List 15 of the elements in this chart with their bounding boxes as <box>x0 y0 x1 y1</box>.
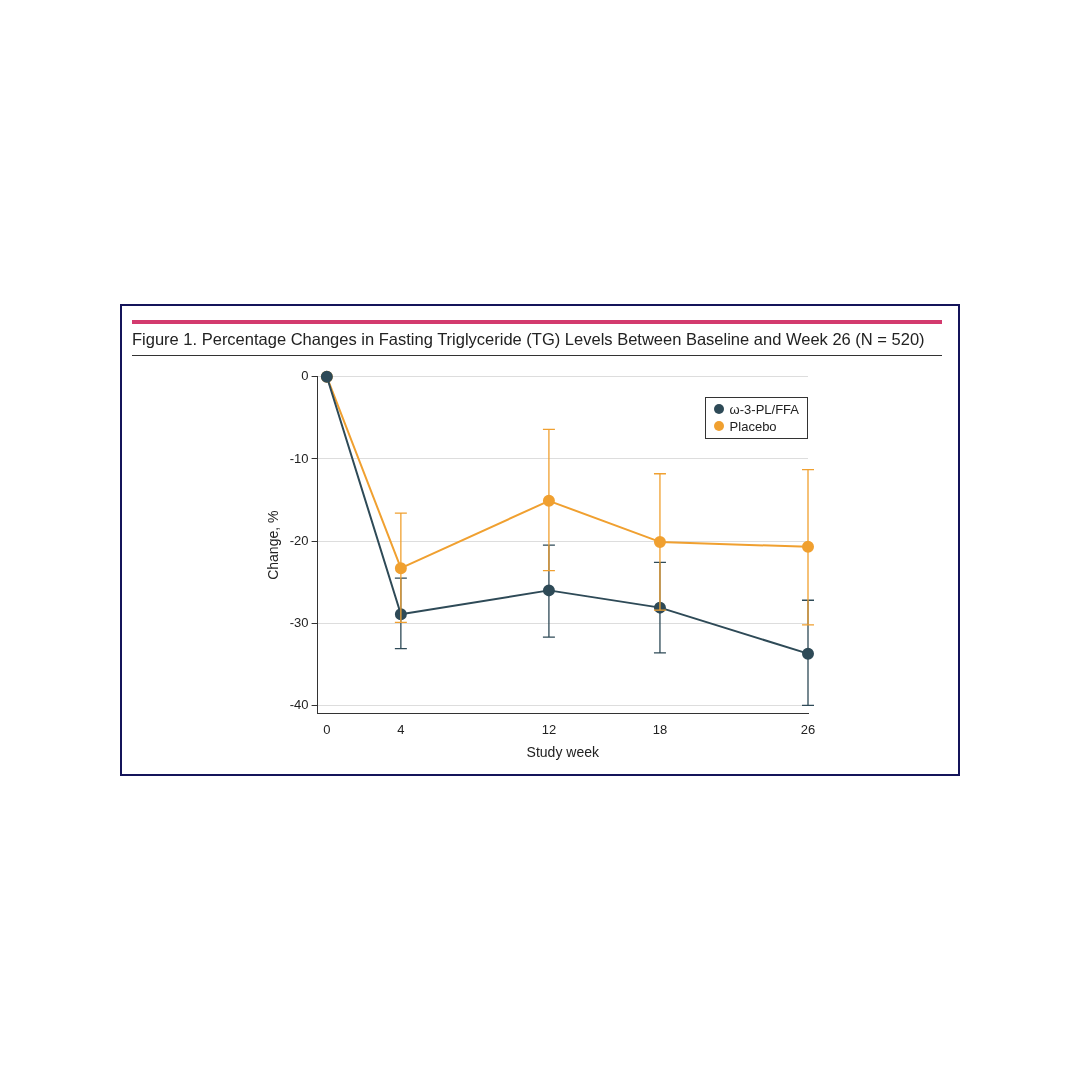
y-axis-title: Change, % <box>265 510 282 580</box>
legend-label: ω-3-PL/FFA <box>729 400 799 418</box>
x-tick-label: 26 <box>800 721 816 737</box>
x-tick-label: 0 <box>323 721 331 737</box>
chart-title: Figure 1. Percentage Changes in Fasting Triglyceride (TG) Levels Between Baseline and Week 26 (N = 520) <box>132 330 942 356</box>
y-tick-label: -30 <box>289 614 309 630</box>
legend-label: Placebo <box>729 417 777 435</box>
x-tick-label: 12 <box>541 721 557 737</box>
x-tick-label: 18 <box>652 721 668 737</box>
x-tick-label: 4 <box>397 721 405 737</box>
y-tick-label: -40 <box>289 696 309 712</box>
x-axis-title: Study week <box>526 744 600 761</box>
y-tick-label: 0 <box>301 368 309 384</box>
y-tick-label: -20 <box>289 532 309 548</box>
y-tick-label: -10 <box>289 450 309 466</box>
